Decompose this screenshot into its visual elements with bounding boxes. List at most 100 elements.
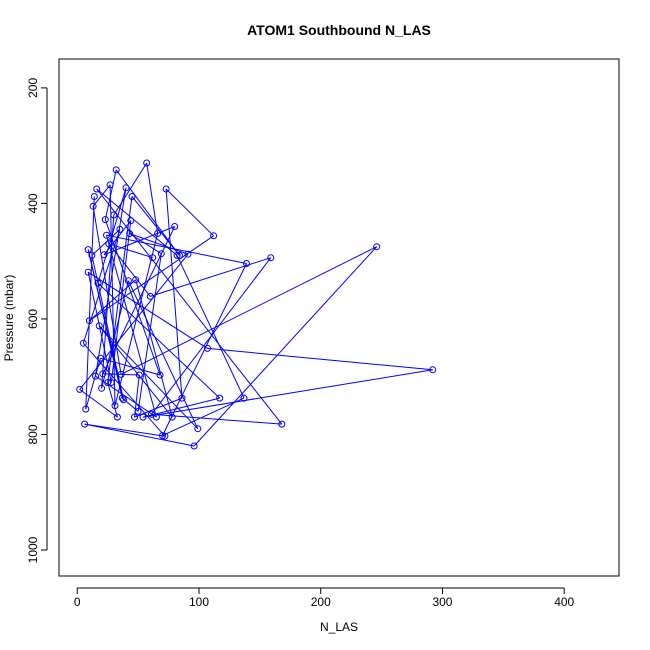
data-point	[98, 384, 106, 392]
data-point	[101, 216, 109, 224]
data-point	[120, 396, 127, 404]
series-segment	[135, 279, 173, 418]
data-point	[104, 379, 112, 386]
data-point	[79, 339, 87, 347]
series-segment	[162, 397, 245, 437]
series-segment	[84, 423, 195, 447]
data-point	[105, 240, 113, 248]
series-segment	[82, 342, 166, 437]
data-point	[85, 317, 93, 325]
data-point	[122, 184, 130, 192]
series-segment	[79, 253, 189, 390]
series-segment	[107, 382, 118, 418]
data-point	[92, 372, 99, 380]
series-segment	[165, 188, 183, 399]
data-point	[132, 276, 140, 284]
data-point	[243, 260, 250, 267]
plot-frame	[58, 58, 620, 577]
x-axis: 0 100 200 300 400	[74, 587, 575, 609]
series-segment	[87, 271, 208, 349]
series-segment	[131, 196, 180, 256]
x-tick-label: 100	[189, 595, 209, 609]
data-point	[204, 344, 211, 352]
series-segment	[165, 188, 214, 237]
data-point	[94, 279, 102, 287]
data-point	[89, 202, 97, 210]
data-point	[162, 185, 170, 193]
data-point	[157, 250, 165, 258]
data-point	[373, 243, 381, 251]
series-segment	[85, 196, 95, 410]
data-point	[76, 385, 84, 393]
x-tick-label: 300	[432, 595, 452, 609]
data-point	[95, 322, 103, 330]
data-point	[429, 366, 437, 374]
data-point	[84, 246, 92, 254]
data-point	[90, 193, 98, 200]
series-segment	[129, 233, 189, 255]
data-point	[161, 432, 169, 440]
data-point	[194, 425, 202, 433]
series-segment	[120, 246, 377, 375]
series-segment	[146, 162, 159, 234]
series-segment	[96, 188, 283, 425]
data-point	[184, 250, 192, 258]
series-segment	[150, 257, 271, 297]
series-segment	[98, 325, 173, 418]
data-point	[171, 223, 179, 230]
plot-area	[76, 159, 437, 450]
data-point	[149, 254, 157, 262]
data-point	[103, 231, 110, 239]
data-point	[116, 225, 124, 233]
data-point	[134, 407, 142, 415]
series-segment	[151, 413, 282, 425]
data-point	[118, 394, 126, 402]
data-point	[100, 251, 108, 259]
data-point	[110, 211, 118, 219]
data-point	[81, 420, 89, 428]
series-segment	[102, 373, 140, 376]
series-segment	[193, 246, 378, 447]
data-point	[124, 277, 132, 285]
data-point	[106, 181, 114, 189]
data-point	[190, 442, 198, 450]
data-point	[210, 232, 218, 240]
data-point	[112, 166, 120, 174]
data-point	[84, 268, 92, 276]
series-segment	[142, 369, 433, 418]
series-segment	[106, 235, 157, 418]
data-point	[178, 394, 186, 402]
data-point	[99, 370, 107, 378]
series-segment	[97, 187, 127, 284]
data-point	[173, 251, 181, 259]
data-point	[126, 230, 134, 237]
data-point	[154, 230, 162, 237]
series-segment	[113, 162, 148, 216]
series-segment	[110, 220, 132, 383]
data-point	[88, 251, 96, 259]
data-point	[143, 159, 151, 167]
data-point	[267, 254, 275, 262]
data-point	[278, 420, 286, 428]
y-axis-label: Pressure (mbar)	[2, 275, 16, 362]
y-tick-label: 800	[26, 424, 40, 444]
series-segment	[89, 235, 214, 322]
series-segment	[108, 243, 151, 297]
data-point	[128, 193, 136, 200]
series-segment	[87, 272, 112, 383]
data-point	[107, 379, 115, 386]
series-segment	[109, 184, 116, 406]
series-segment	[108, 243, 153, 259]
data-point	[131, 413, 138, 421]
y-tick-label: 400	[26, 193, 40, 213]
series-segment	[96, 188, 178, 256]
data-point	[82, 405, 90, 413]
x-axis-label: N_LAS	[320, 620, 358, 634]
series-segment	[176, 255, 245, 399]
data-point	[96, 354, 104, 362]
chart-title: ATOM1 Southbound N_LAS	[247, 22, 431, 38]
series-segment	[95, 375, 157, 418]
series-segment	[207, 347, 433, 371]
data-point	[156, 371, 164, 379]
